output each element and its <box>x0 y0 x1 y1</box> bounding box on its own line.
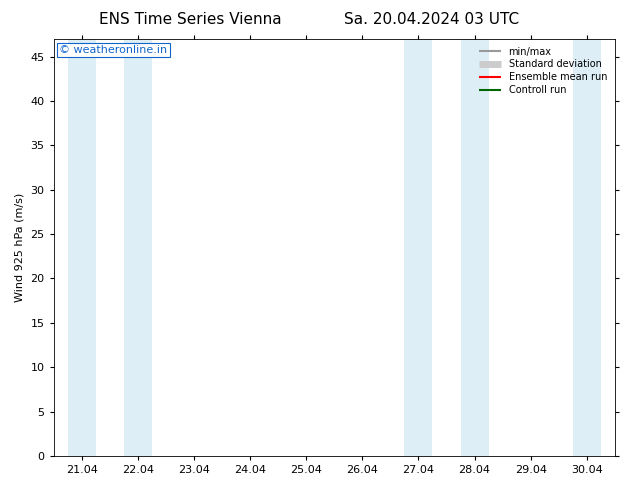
Text: © weatheronline.in: © weatheronline.in <box>60 45 167 55</box>
Bar <box>68 39 96 456</box>
Text: ENS Time Series Vienna: ENS Time Series Vienna <box>99 12 281 27</box>
Bar <box>573 39 601 456</box>
Bar <box>460 39 489 456</box>
Bar <box>404 39 432 456</box>
Legend: min/max, Standard deviation, Ensemble mean run, Controll run: min/max, Standard deviation, Ensemble me… <box>477 44 610 98</box>
Y-axis label: Wind 925 hPa (m/s): Wind 925 hPa (m/s) <box>15 193 25 302</box>
Bar <box>124 39 152 456</box>
Text: Sa. 20.04.2024 03 UTC: Sa. 20.04.2024 03 UTC <box>344 12 519 27</box>
